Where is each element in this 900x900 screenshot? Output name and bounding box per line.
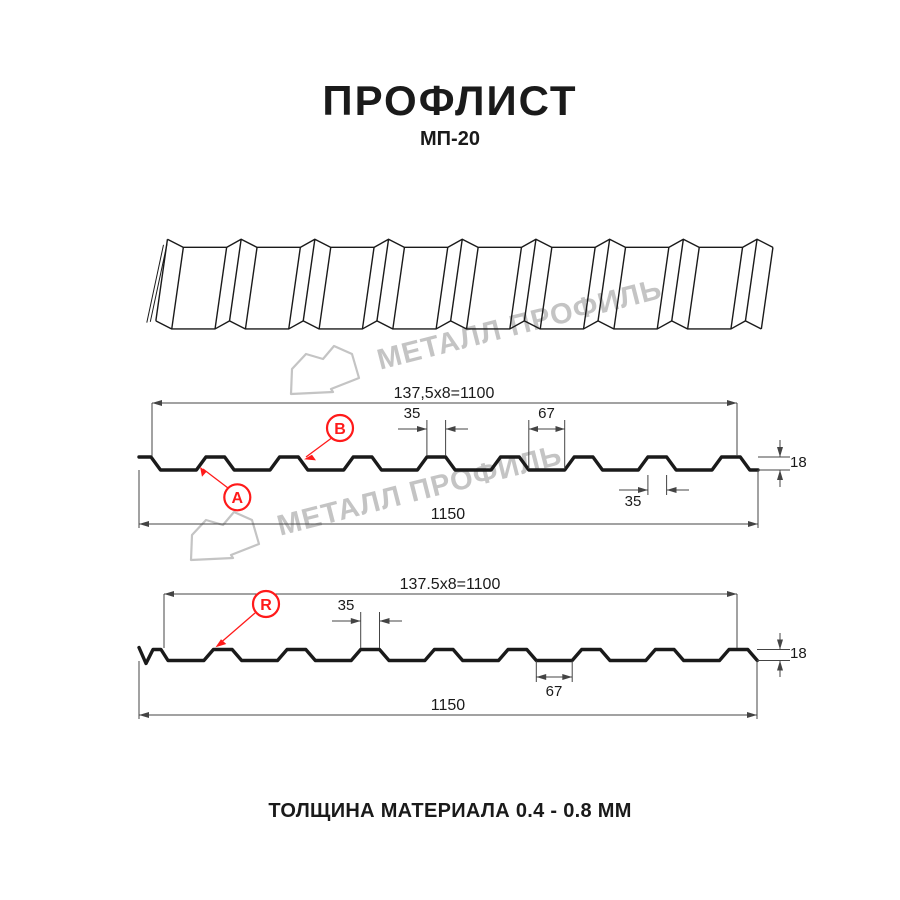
svg-text:137.5x8=1100: 137.5x8=1100 [400,576,501,593]
svg-text:67: 67 [546,683,563,700]
svg-text:35: 35 [338,597,355,614]
svg-text:R: R [260,597,272,614]
svg-text:18: 18 [790,645,807,662]
svg-text:1150: 1150 [431,697,466,714]
